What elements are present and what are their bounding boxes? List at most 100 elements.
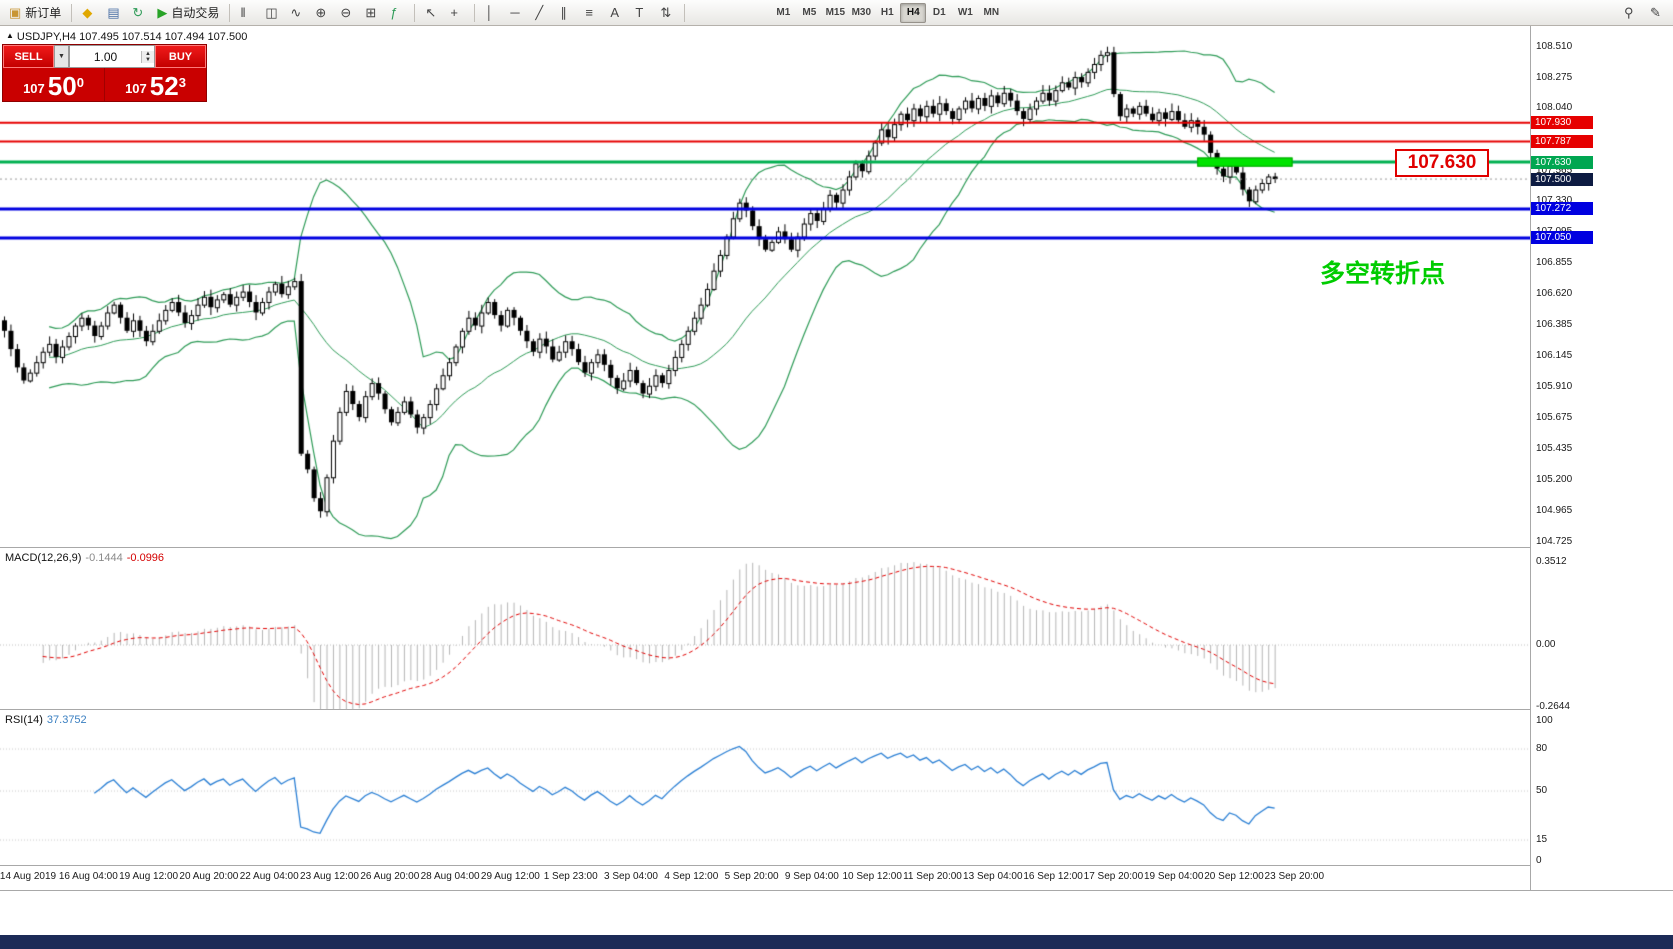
macd-panel-canvas[interactable] (0, 548, 1530, 710)
sell-button[interactable]: SELL (3, 45, 54, 68)
price-tick-label: 107.565 (1536, 164, 1573, 176)
auto-trading-icon: ▶ (157, 5, 168, 20)
price-tag-107630: 107.630 (1531, 155, 1593, 169)
refresh-icon: ↻ (132, 5, 144, 20)
trendline-button[interactable]: ╱ (530, 2, 554, 24)
time-axis-label: 23 Aug 12:00 (300, 871, 359, 882)
volume-increase-button[interactable]: ▲ (142, 50, 154, 57)
timeframe-d1-button[interactable]: D1 (926, 3, 952, 23)
new-chart-button[interactable]: ◆ (77, 2, 101, 24)
price-tag-107272: 107.272 (1531, 202, 1593, 216)
toolbar-separator (474, 3, 476, 22)
zoom-in-button[interactable]: ⊕ (310, 2, 334, 24)
main-chart-canvas[interactable] (0, 26, 1530, 548)
price-tag-107930: 107.930 (1531, 116, 1593, 130)
time-axis-label: 22 Aug 04:00 (239, 871, 299, 882)
volume-decrease-button[interactable]: ▼ (142, 56, 154, 63)
indicators-button[interactable]: ƒ (385, 2, 409, 24)
crosshair-icon: + (450, 5, 458, 20)
sell-price[interactable]: 107 50 0 (3, 68, 105, 101)
chart-symbol-label: USDJPY,H4 (16, 31, 77, 43)
price-axis[interactable]: 108.510 108.275 108.040 107.565 107.330 107.0… (1531, 26, 1673, 890)
buy-price-pip: 3 (178, 75, 186, 90)
rsi-name: RSI(14) (5, 714, 43, 726)
symbol-marker-icon: ▲ (6, 31, 14, 40)
timeframe-mn-button[interactable]: MN (978, 3, 1004, 23)
indicators-icon: ƒ (390, 5, 398, 20)
auto-trading-label: 自动交易 (171, 6, 220, 20)
time-axis[interactable]: 14 Aug 2019 16 Aug 04:00 19 Aug 12:00 20 Au… (0, 866, 1530, 890)
price-tick-label: 108.510 (1536, 41, 1573, 52)
time-axis-label: 20 Aug 20:00 (179, 871, 239, 882)
price-tag-107050: 107.050 (1531, 231, 1593, 245)
rsi-value: 37.3752 (46, 714, 87, 726)
volume-stepper: ▲ ▼ (141, 50, 154, 63)
buy-button[interactable]: BUY (155, 45, 206, 68)
timeframe-m15-button[interactable]: M15 (822, 3, 848, 23)
price-tick-label: 106.620 (1536, 288, 1573, 300)
line-chart-icon: ∿ (290, 5, 302, 20)
arrows-button[interactable]: ⇅ (655, 2, 679, 24)
timeframe-h1-button[interactable]: H1 (874, 3, 900, 23)
rsi-panel-canvas[interactable] (0, 710, 1530, 866)
trendline-icon: ╱ (535, 5, 544, 20)
price-axis-border (1530, 26, 1531, 890)
new-order-button[interactable]: ▣ 新订单 (4, 2, 66, 24)
price-level-label: 107.630 (1395, 149, 1489, 177)
horizontal-line-button[interactable]: ─ (505, 2, 529, 24)
time-axis-label: 1 Sep 23:00 (543, 871, 598, 882)
time-axis-label: 23 Sep 20:00 (1264, 871, 1325, 882)
vertical-line-button[interactable]: │ (480, 2, 504, 24)
time-axis-label: 19 Sep 04:00 (1143, 871, 1204, 882)
rsi-panel-separator[interactable] (0, 709, 1673, 710)
time-axis-label: 3 Sep 04:00 (604, 871, 658, 882)
time-axis-label: 5 Sep 20:00 (724, 871, 779, 882)
macd-main-value: -0.1444 (85, 552, 123, 564)
refresh-button[interactable]: ↻ (127, 2, 151, 24)
fibonacci-button[interactable]: ≡ (580, 2, 604, 24)
auto-trading-button[interactable]: ▶ 自动交易 (152, 2, 224, 24)
timeframe-h4-button[interactable]: H4 (900, 2, 927, 23)
search-button[interactable]: ⚲ (1619, 2, 1643, 24)
new-order-icon: ▣ (9, 5, 22, 20)
price-tick-label: 105.200 (1536, 473, 1573, 485)
macd-axis-label: -0.2644 (1536, 701, 1570, 713)
bars-chart-button[interactable]: ‖ (235, 2, 259, 24)
volume-dropdown-button[interactable]: ▼ (54, 45, 69, 68)
timeframe-m30-button[interactable]: M30 (848, 3, 874, 23)
text-label-icon: T (635, 5, 644, 20)
price-tick-label: 106.385 (1536, 318, 1573, 330)
rsi-axis-label: 50 (1536, 785, 1548, 796)
line-chart-button[interactable]: ∿ (285, 2, 309, 24)
volume-field[interactable]: 1.00 ▲ ▼ (69, 45, 155, 68)
sell-price-pip: 0 (76, 75, 84, 90)
edit-button[interactable]: ✎ (1645, 2, 1669, 24)
candlestick-chart-button[interactable]: ◫ (260, 2, 284, 24)
macd-panel-separator[interactable] (0, 547, 1673, 548)
sell-price-big: 50 (47, 71, 77, 101)
volume-value[interactable]: 1.00 (93, 49, 118, 64)
price-tick-label: 105.910 (1536, 381, 1573, 393)
toolbar-separator (684, 3, 686, 22)
zoom-out-icon: ⊖ (340, 5, 352, 20)
buy-price[interactable]: 107 52 3 (105, 68, 206, 101)
cursor-button[interactable]: ↖ (420, 2, 444, 24)
time-axis-label: 29 Aug 12:00 (480, 871, 540, 882)
timeframe-w1-button[interactable]: W1 (952, 3, 978, 23)
buy-price-big: 52 (149, 71, 179, 101)
zoom-out-button[interactable]: ⊖ (335, 2, 359, 24)
crosshair-button[interactable]: + (445, 2, 469, 24)
tile-windows-button[interactable]: ⊞ (360, 2, 384, 24)
time-axis-label: 17 Sep 20:00 (1083, 871, 1144, 882)
price-tick-label: 105.435 (1536, 443, 1573, 455)
text-button[interactable]: A (605, 2, 629, 24)
timeframe-toolbar: M1 M5 M15 M30 H1 H4 D1 W1 MN (770, 2, 1004, 23)
market-watch-button[interactable]: ▤ (102, 2, 126, 24)
price-tick-label: 104.965 (1536, 504, 1573, 516)
rsi-indicator-label: RSI(14) 37.3752 (5, 714, 87, 726)
time-axis-label: 13 Sep 04:00 (963, 871, 1023, 882)
timeframe-m5-button[interactable]: M5 (796, 3, 822, 23)
timeframe-m1-button[interactable]: M1 (770, 3, 796, 23)
text-label-button[interactable]: T (630, 2, 654, 24)
equidistant-channel-button[interactable]: ∥ (555, 2, 579, 24)
